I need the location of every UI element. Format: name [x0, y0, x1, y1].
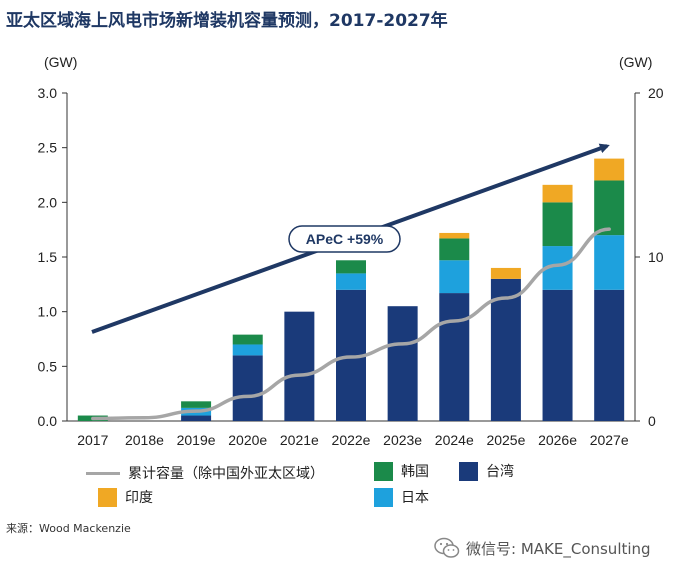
left-tick-label: 0.0 — [38, 413, 58, 429]
legend-item-taiwan: 台湾 — [459, 461, 514, 481]
category-label: 2025e — [486, 432, 525, 448]
right-tick-label: 10 — [648, 249, 664, 265]
bar-segment — [542, 184, 573, 203]
category-label: 2019e — [177, 432, 216, 448]
bar-segment — [181, 401, 212, 408]
source-note: 来源：Wood Mackenzie — [6, 522, 131, 535]
wechat-icon — [434, 537, 460, 558]
bar-segment — [594, 180, 625, 236]
bar-segment — [284, 311, 315, 421]
legend-item-korea: 韩国 — [374, 461, 429, 481]
bar-segment — [439, 232, 470, 239]
left-axis-unit: (GW) — [44, 54, 77, 70]
legend-label-japan: 日本 — [401, 490, 429, 506]
category-label: 2027e — [590, 432, 629, 448]
trend-arrow-group: APeC +59% — [91, 143, 610, 334]
left-axis-ticks: 0.0 0.5 1.0 1.5 2.0 2.5 3.0 — [38, 85, 67, 429]
bar-segment — [542, 202, 573, 247]
bar-segment — [232, 334, 263, 345]
category-labels: 2017 2018e 2019e 2020e 2021e 2022e 2023e 2024e 2… — [77, 432, 629, 448]
bars — [77, 158, 625, 421]
apec-badge — [288, 225, 401, 253]
category-label: 2023e — [383, 432, 422, 448]
watermark-text: 微信号: MAKE_Consulting — [466, 539, 651, 558]
left-tick-label: 2.5 — [38, 140, 58, 156]
cumulative-line — [91, 227, 611, 421]
category-label: 2020e — [228, 432, 267, 448]
legend-label-korea: 韩国 — [401, 464, 429, 480]
right-axis-ticks: 0 10 20 — [635, 85, 664, 429]
apec-label: APeC +59% — [306, 231, 384, 247]
bar-segment — [594, 158, 625, 181]
legend-label-india: 印度 — [125, 490, 153, 506]
legend-swatch-korea — [374, 461, 393, 481]
category-label: 2026e — [538, 432, 577, 448]
bar-segment — [439, 260, 470, 294]
left-tick-label: 1.0 — [38, 304, 58, 320]
category-label: 2018e — [125, 432, 164, 448]
right-axis-unit: (GW) — [619, 54, 652, 70]
legend-item-cumulative: 累计容量（除中国外亚太区域） — [86, 463, 324, 483]
legend-swatch-india — [98, 487, 117, 507]
legend-swatch-taiwan — [459, 461, 478, 481]
bar-segment — [439, 238, 470, 261]
legend-label-taiwan: 台湾 — [486, 464, 514, 480]
left-tick-label: 2.0 — [38, 194, 58, 210]
bar-segment — [542, 289, 573, 421]
bar-segment — [232, 344, 263, 356]
bar-segment — [336, 260, 366, 274]
category-label: 2017 — [77, 432, 108, 448]
bar-segment — [594, 235, 625, 290]
cumulative-line-group — [91, 227, 611, 421]
bar-segment — [490, 267, 521, 279]
right-tick-label: 0 — [648, 413, 656, 429]
category-label: 2024e — [435, 432, 474, 448]
legend-item-japan: 日本 — [374, 487, 429, 507]
bar-segment — [387, 306, 418, 421]
legend-swatch-japan — [374, 487, 393, 507]
left-tick-label: 3.0 — [38, 85, 58, 101]
chart-title: 亚太区域海上风电市场新增装机容量预测，2017-2027年 — [6, 11, 448, 31]
legend-item-india: 印度 — [98, 487, 153, 507]
legend-label-cumulative: 累计容量（除中国外亚太区域） — [128, 466, 324, 482]
category-label: 2021e — [280, 432, 319, 448]
bar-segment — [439, 293, 470, 421]
bar-chart: (GW) (GW) 0.0 0.5 1.0 1.5 2.0 2.5 3.0 0 10 20 AP… — [38, 54, 664, 448]
left-tick-label: 0.5 — [38, 358, 58, 374]
bar-segment — [336, 273, 366, 290]
legend-line-swatch — [86, 471, 120, 475]
category-label: 2022e — [332, 432, 371, 448]
watermark: 微信号: MAKE_Consulting — [434, 537, 651, 559]
left-tick-label: 1.5 — [38, 249, 58, 265]
right-tick-label: 20 — [648, 85, 664, 101]
bar-segment — [232, 355, 263, 421]
bar-segment — [594, 289, 625, 421]
bar-segment — [181, 415, 212, 421]
bar-segment — [490, 278, 521, 421]
